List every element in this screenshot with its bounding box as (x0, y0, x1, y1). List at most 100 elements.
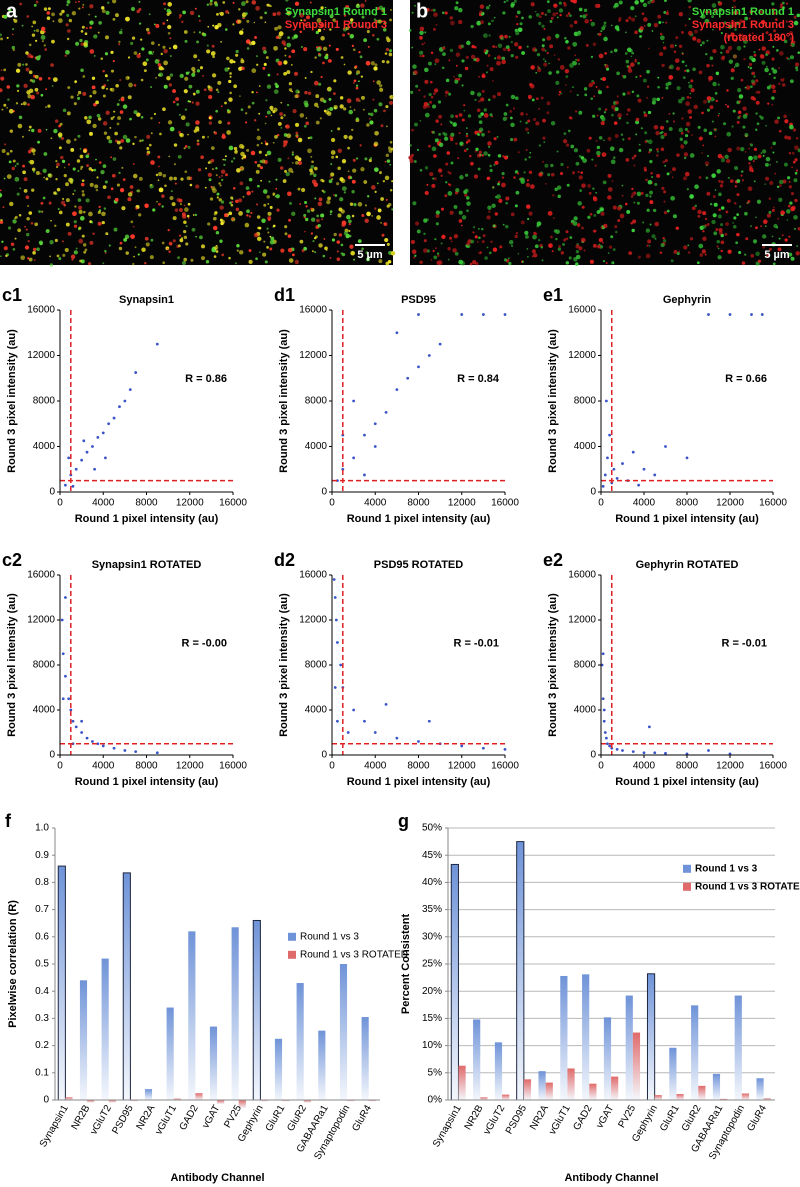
bar (79, 980, 88, 1100)
point (61, 697, 65, 701)
bar (296, 983, 304, 1100)
x-axis-title: Round 1 pixel intensity (au) (347, 776, 491, 788)
y-tick-label: 35% (422, 904, 442, 915)
y-tick-label: 8000 (33, 396, 56, 407)
point (112, 416, 116, 420)
y-tick-label: 0 (590, 750, 596, 761)
point (760, 313, 764, 316)
bar (87, 1100, 95, 1103)
y-tick-label: 0% (428, 1095, 443, 1106)
y-tick-label: 0.6 (35, 931, 49, 942)
bar (473, 1019, 481, 1100)
y-axis-title: Round 3 pixel intensity (au) (6, 329, 18, 473)
point (60, 618, 64, 622)
y-tick-label: 0.3 (35, 1013, 49, 1024)
x-tick-label: 16000 (759, 761, 787, 772)
x-axis-title: Round 1 pixel intensity (au) (615, 776, 759, 788)
y-tick-label: 16000 (568, 570, 596, 581)
point (363, 433, 366, 437)
point (96, 436, 100, 439)
point (64, 483, 67, 487)
bar (101, 958, 109, 1100)
bar (516, 841, 525, 1101)
point (346, 731, 350, 734)
micrograph (0, 0, 393, 265)
bar (274, 1038, 283, 1100)
x-tick-label: 8000 (676, 498, 699, 509)
x-tick-label: GAD2 (571, 1103, 594, 1132)
point (417, 313, 420, 316)
chart-title: Gephyrin (663, 294, 712, 306)
x-tick-label: GluR1 (264, 1103, 288, 1133)
x-tick-label: 16000 (219, 498, 247, 509)
point (612, 467, 616, 471)
point (621, 462, 624, 465)
image-legend: Synapsin1 Round 1 (692, 6, 794, 18)
bar (756, 1078, 764, 1100)
x-tick-label: NR2B (463, 1103, 486, 1132)
x-axis-title: Round 1 pixel intensity (au) (347, 513, 491, 525)
y-axis-title: Round 3 pixel intensity (au) (6, 593, 18, 737)
y-tick-label: 20% (422, 986, 442, 997)
point (460, 313, 464, 316)
x-tick-label: 4000 (364, 498, 387, 509)
point (85, 736, 89, 740)
x-axis-title: Antibody Channel (170, 1172, 264, 1184)
point (395, 331, 399, 335)
point (93, 467, 96, 471)
point (707, 749, 710, 752)
point (608, 744, 611, 748)
bar (195, 1093, 203, 1100)
point (606, 456, 609, 460)
y-tick-label: 50% (422, 823, 442, 834)
y-tick-label: 0 (321, 487, 327, 498)
point (107, 422, 111, 426)
y-tick-label: 5% (428, 1067, 443, 1078)
image-legend: Synapsin1 Round 1 (285, 6, 387, 18)
point (67, 697, 71, 701)
y-tick-label: 4000 (305, 705, 328, 716)
bar (712, 1073, 721, 1100)
point (333, 596, 337, 599)
point (333, 686, 337, 689)
point (128, 388, 132, 392)
y-axis-title: Round 3 pixel intensity (au) (278, 593, 290, 737)
point (603, 473, 607, 477)
x-tick-label: 0 (598, 761, 604, 772)
point (631, 450, 635, 454)
panel-label: f (5, 811, 12, 831)
scale-label: 5 µm (764, 249, 790, 261)
x-tick-label: 0 (329, 761, 335, 772)
point (155, 342, 159, 346)
bar (654, 1095, 662, 1100)
y-tick-label: 0.1 (35, 1067, 49, 1078)
legend-swatch (683, 882, 691, 891)
point (481, 313, 485, 316)
x-tick-label: 4000 (633, 761, 656, 772)
point (91, 445, 94, 448)
image-legend: Synapsin1 Round 3 (692, 19, 794, 31)
x-tick-label: 12000 (716, 761, 744, 772)
bar (368, 1100, 376, 1102)
annotation: R = 0.84 (457, 373, 500, 385)
bar (144, 1089, 153, 1100)
point (602, 719, 606, 723)
y-tick-label: 4000 (305, 441, 328, 452)
y-tick-label: 8000 (305, 660, 328, 671)
bar (130, 1100, 138, 1102)
point (80, 458, 84, 462)
point (395, 388, 399, 392)
x-tick-label: 12000 (176, 761, 204, 772)
y-tick-label: 30% (422, 931, 442, 942)
bar (217, 1100, 225, 1105)
point (395, 736, 399, 740)
point (438, 342, 442, 346)
point (101, 744, 105, 748)
y-tick-label: 8000 (574, 396, 597, 407)
bar (339, 964, 348, 1100)
point (91, 740, 94, 743)
point (61, 652, 65, 656)
bar (669, 1047, 677, 1100)
y-tick-label: 4000 (33, 705, 56, 716)
y-axis-title: Round 3 pixel intensity (au) (547, 329, 559, 473)
